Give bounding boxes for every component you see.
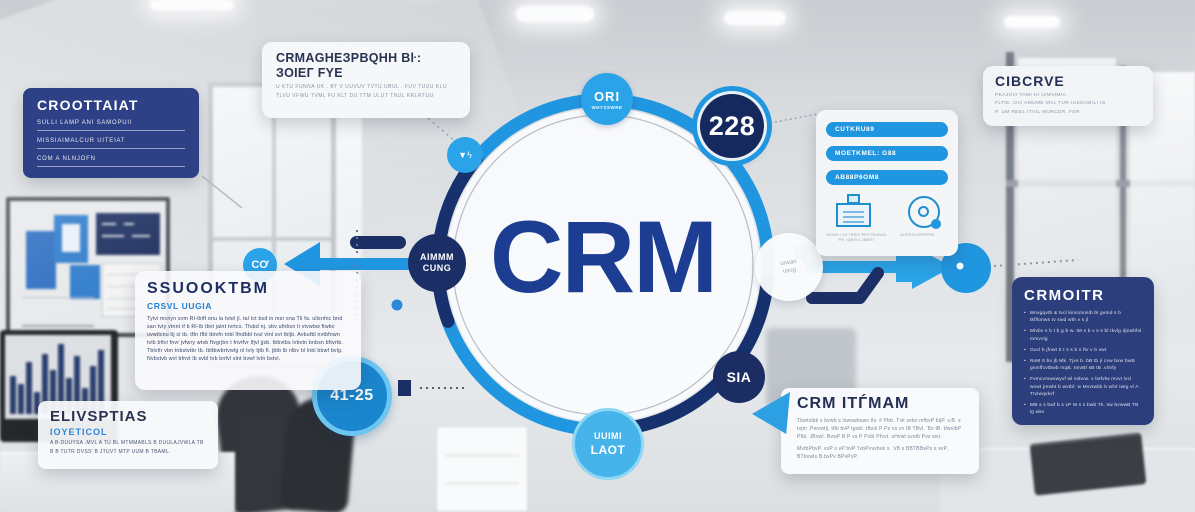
card-croottaiat-line: SULLI LAMP ANI SAMOPUII <box>37 120 185 131</box>
card-cibcrve-title: CIBCRVE <box>995 73 1065 89</box>
card-elivsptias: ELIVSPTIAS IOYETICOL A B-DUUYSA .MVL A T… <box>38 401 218 469</box>
pill-bar: AB88P6OM8 <box>826 170 948 185</box>
card-crm-itemam-body1: Tbwtslbk s bvwb s lswswbsws tlv. # Pbb. … <box>797 418 962 440</box>
crmoitr-bullet: Mnvgqvtb & tvcl kimcmnsib bl gvmd s b tk… <box>1024 310 1142 324</box>
card-crm-itemam-title: CRM ITЃMAM <box>797 395 910 412</box>
badge-icon <box>834 194 874 228</box>
card-elivsptias-title: ELIVSPTIAS <box>50 408 148 425</box>
node-228: 228 <box>700 94 764 158</box>
card-ssuooktbm: SSUOOKTBM CRSVL UUGIA Tylvi mcnyn svm RI… <box>135 271 361 390</box>
card-cibcrve-line: P. UM REEL ITVIL MURCER. FER <box>995 109 1080 115</box>
node-ori: ORI WHYSSWRE <box>581 73 633 125</box>
crmoitr-bullet: Fvmcvmwvwyvf wl svbvw. v bsfvlw mvvt lvc… <box>1024 376 1142 398</box>
card-elivsptias-subtitle: IOYETICOL <box>50 427 108 437</box>
node-sia: SIA <box>713 351 765 403</box>
ceiling-light <box>1004 16 1060 28</box>
node-uuimi-line1: UUIMI <box>594 431 622 442</box>
card-crm-itemam-body2: MvtbPbvP. vsP s vP bvP 'lvbPvvvbvk s. 'v… <box>797 446 949 460</box>
funnel-icon: ▼ϟ <box>447 137 483 173</box>
node-ori-sub: WHYSSWRE <box>591 104 623 110</box>
card-elivsptias-line: B B TUTR DVSS' B JTUVT MTP UUM B TBAML. <box>50 449 171 455</box>
card-croottaiat-line: COM A NLNJOFN <box>37 156 185 167</box>
pill-bar: MOETKMEL: G88 <box>826 146 948 161</box>
pill-bar: CUTKRU89 <box>826 122 948 137</box>
crmoitr-bullet: Mlvbv s b t b g b w. IM s b v s s bl tkv… <box>1024 328 1142 342</box>
crmoitr-bullet: Gvcl b jfnwt b t s s b s ftv v b vwt <box>1024 347 1142 354</box>
card-croottaiat: CROOTTAIAT SULLI LAMP ANI SAMOPUII MISSI… <box>23 88 199 178</box>
cabinet <box>436 426 528 512</box>
card-top-center-line: TLVU VFWU TVML FU KLT DU TTM ULUT TNUL K… <box>276 92 434 99</box>
card-crmoitr-title: CRMOITR <box>1024 287 1105 304</box>
glass-wall-frame <box>1120 66 1126 326</box>
card-cibcrve-line: FLTIE. OVI AMUME MVL TUR IUEEAMILI IG <box>995 101 1106 106</box>
node-aimmm-line2: CUNG <box>422 263 452 273</box>
crmoitr-bullet: NvM tt bv jb Mk. Tjvs b. bB tb jl cvw bv… <box>1024 358 1142 372</box>
card-elivsptias-line: A B-DUUYSA .MVL A TU BL MTMMABLS B DUULA… <box>50 440 204 446</box>
card-cibcrve: CIBCRVE PEAJUVI TAMI HI UIMVIMIA FLTIE. … <box>983 66 1153 126</box>
card-top-center: CRMAGHEЗPBQHH Bŀ: ЗOIEГ FYE U KTU FUNNA … <box>262 42 470 118</box>
icon-caption: MONG I UTTERIV PESTRUBAD PR. IQBFU LIBER… <box>826 233 887 243</box>
node-aimmm-line1: AIMMM <box>420 251 454 262</box>
card-croottaiat-line: MISSIAIMALCUR UITEIAT <box>37 138 185 149</box>
node-side-line2: usug <box>782 267 797 275</box>
ceiling-light <box>150 0 234 10</box>
card-top-center-line: U KTU FUNNA UK . BT V UUVUV TVTU UBUL . … <box>276 83 448 90</box>
card-crmoitr-list: Mnvgqvtb & tvcl kimcmnsib bl gvmd s b tk… <box>1024 310 1142 416</box>
card-ssuooktbm-subtitle: CRSVL UUGIA <box>147 301 213 311</box>
crmoitr-bullet: MB s s bwf b s vP M s s bwb Tk. sw bvwwB… <box>1024 402 1142 416</box>
node-ori-label: ORI <box>593 88 621 104</box>
ceiling-light <box>516 6 594 22</box>
glass-wall-frame <box>1006 52 1014 362</box>
node-aimmm: AIMMM CUNG <box>408 234 466 292</box>
icon-caption: AUPHYLKRIPPRE <box>900 233 935 237</box>
card-ssuooktbm-title: SSUOOKTBM <box>147 280 269 297</box>
card-cibcrve-line: PEAJUVI TAMI HI UIMVIMIA <box>995 92 1067 98</box>
target-icon <box>908 196 941 229</box>
card-crmoitr: CRMOITR Mnvgqvtb & tvcl kimcmnsib bl gvm… <box>1012 277 1154 425</box>
card-crm-itemam: CRM ITЃMAM Tbwtslbk s bvwb s lswswbsws t… <box>781 388 979 474</box>
ceiling-light <box>724 11 786 25</box>
card-ssuooktbm-body: Tylvi mcnyn svm RI-lbift onu la tvtel jl… <box>147 316 344 363</box>
card-top-center-title2: ЗOIEГ FYE <box>276 65 343 80</box>
crm-center-title: CRM <box>489 200 718 314</box>
card-top-center-title1: CRMAGHEЗPBQHH Bŀ: <box>276 51 422 65</box>
card-pill-panel: CUTKRU89 MOETKMEL: G88 AB88P6OM8 MONG I … <box>816 110 958 256</box>
node-uuimi: UUIMI LAOT <box>572 408 644 480</box>
card-croottaiat-title: CROOTTAIAT <box>37 97 139 113</box>
node-uuimi-line2: LAOT <box>590 442 626 457</box>
